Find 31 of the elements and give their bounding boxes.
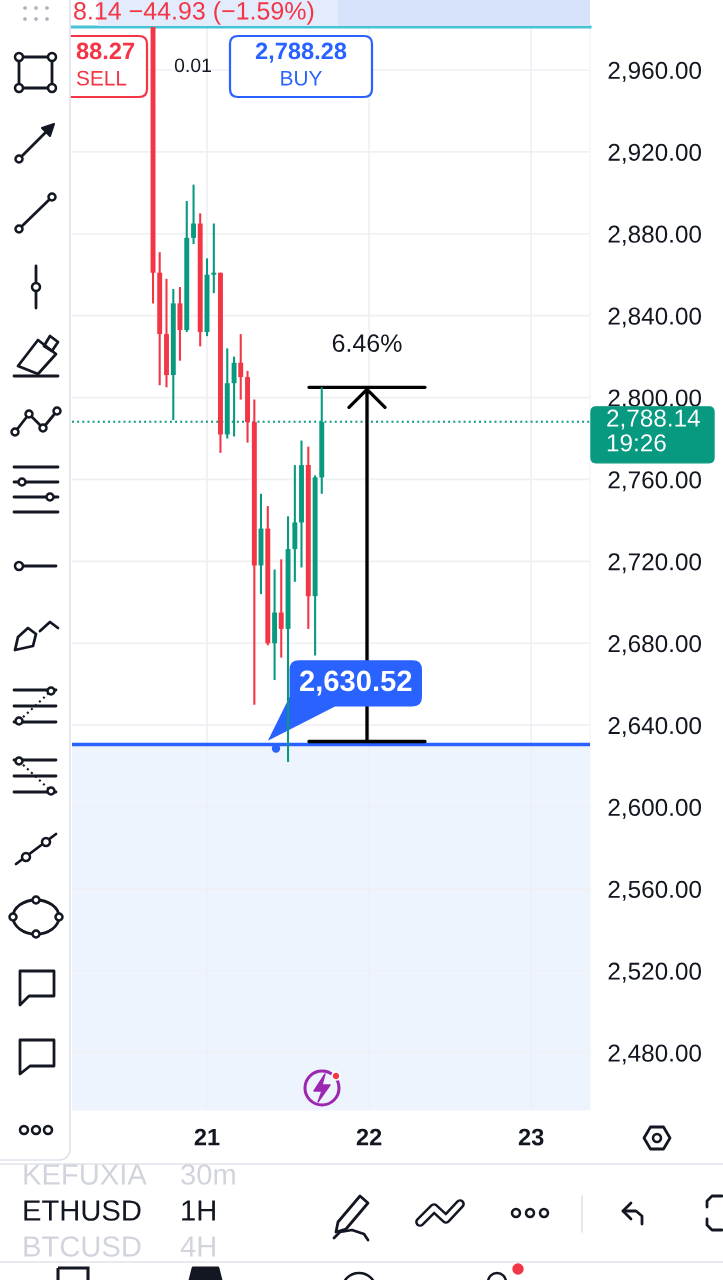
annotation: 2,788.28 bbox=[255, 42, 347, 63]
y-tick-label: 2,880.00 bbox=[608, 225, 702, 246]
y-tick-label: 2,920.00 bbox=[608, 143, 702, 164]
candlestick bbox=[211, 222, 217, 295]
annotation: 6.46% bbox=[332, 334, 402, 353]
y-tick-label: 2,520.00 bbox=[608, 962, 702, 983]
text: ETHUSD bbox=[24, 1200, 141, 1221]
annotation: 88.27 bbox=[76, 42, 135, 60]
y-tick-label: 2,480.00 bbox=[608, 1044, 702, 1065]
candlestick bbox=[191, 183, 197, 246]
ref-line-label: 2,788.14 19:26 bbox=[607, 409, 700, 452]
y-tick-label: 2,840.00 bbox=[608, 307, 702, 328]
y-tick-label: 2,720.00 bbox=[608, 553, 702, 574]
annotation: SELL bbox=[76, 70, 127, 86]
text: 1H bbox=[182, 1200, 215, 1221]
x-tick-label: 22 bbox=[356, 1128, 382, 1146]
x-tick-label: 21 bbox=[194, 1128, 220, 1146]
y-tick-label: 2,800.00 bbox=[608, 389, 702, 410]
candlestick bbox=[278, 558, 284, 659]
annotation: BUY bbox=[281, 71, 322, 86]
y-tick-label: 2,560.00 bbox=[608, 880, 702, 901]
ref-line-label: 2,630.52 bbox=[300, 670, 412, 696]
x-tick-label: 23 bbox=[518, 1128, 544, 1146]
y-tick-label: 2,640.00 bbox=[608, 716, 702, 738]
candlestick bbox=[238, 333, 244, 401]
text: 8.14 −44.93 (−1.59%) bbox=[74, 1, 314, 25]
annotation: 0.01 bbox=[174, 58, 211, 73]
y-tick-label: 2,680.00 bbox=[608, 635, 702, 656]
y-tick-label: 2,960.00 bbox=[608, 61, 702, 82]
y-tick-label: 2,600.00 bbox=[608, 798, 702, 819]
y-tick-label: 2,760.00 bbox=[608, 471, 702, 492]
